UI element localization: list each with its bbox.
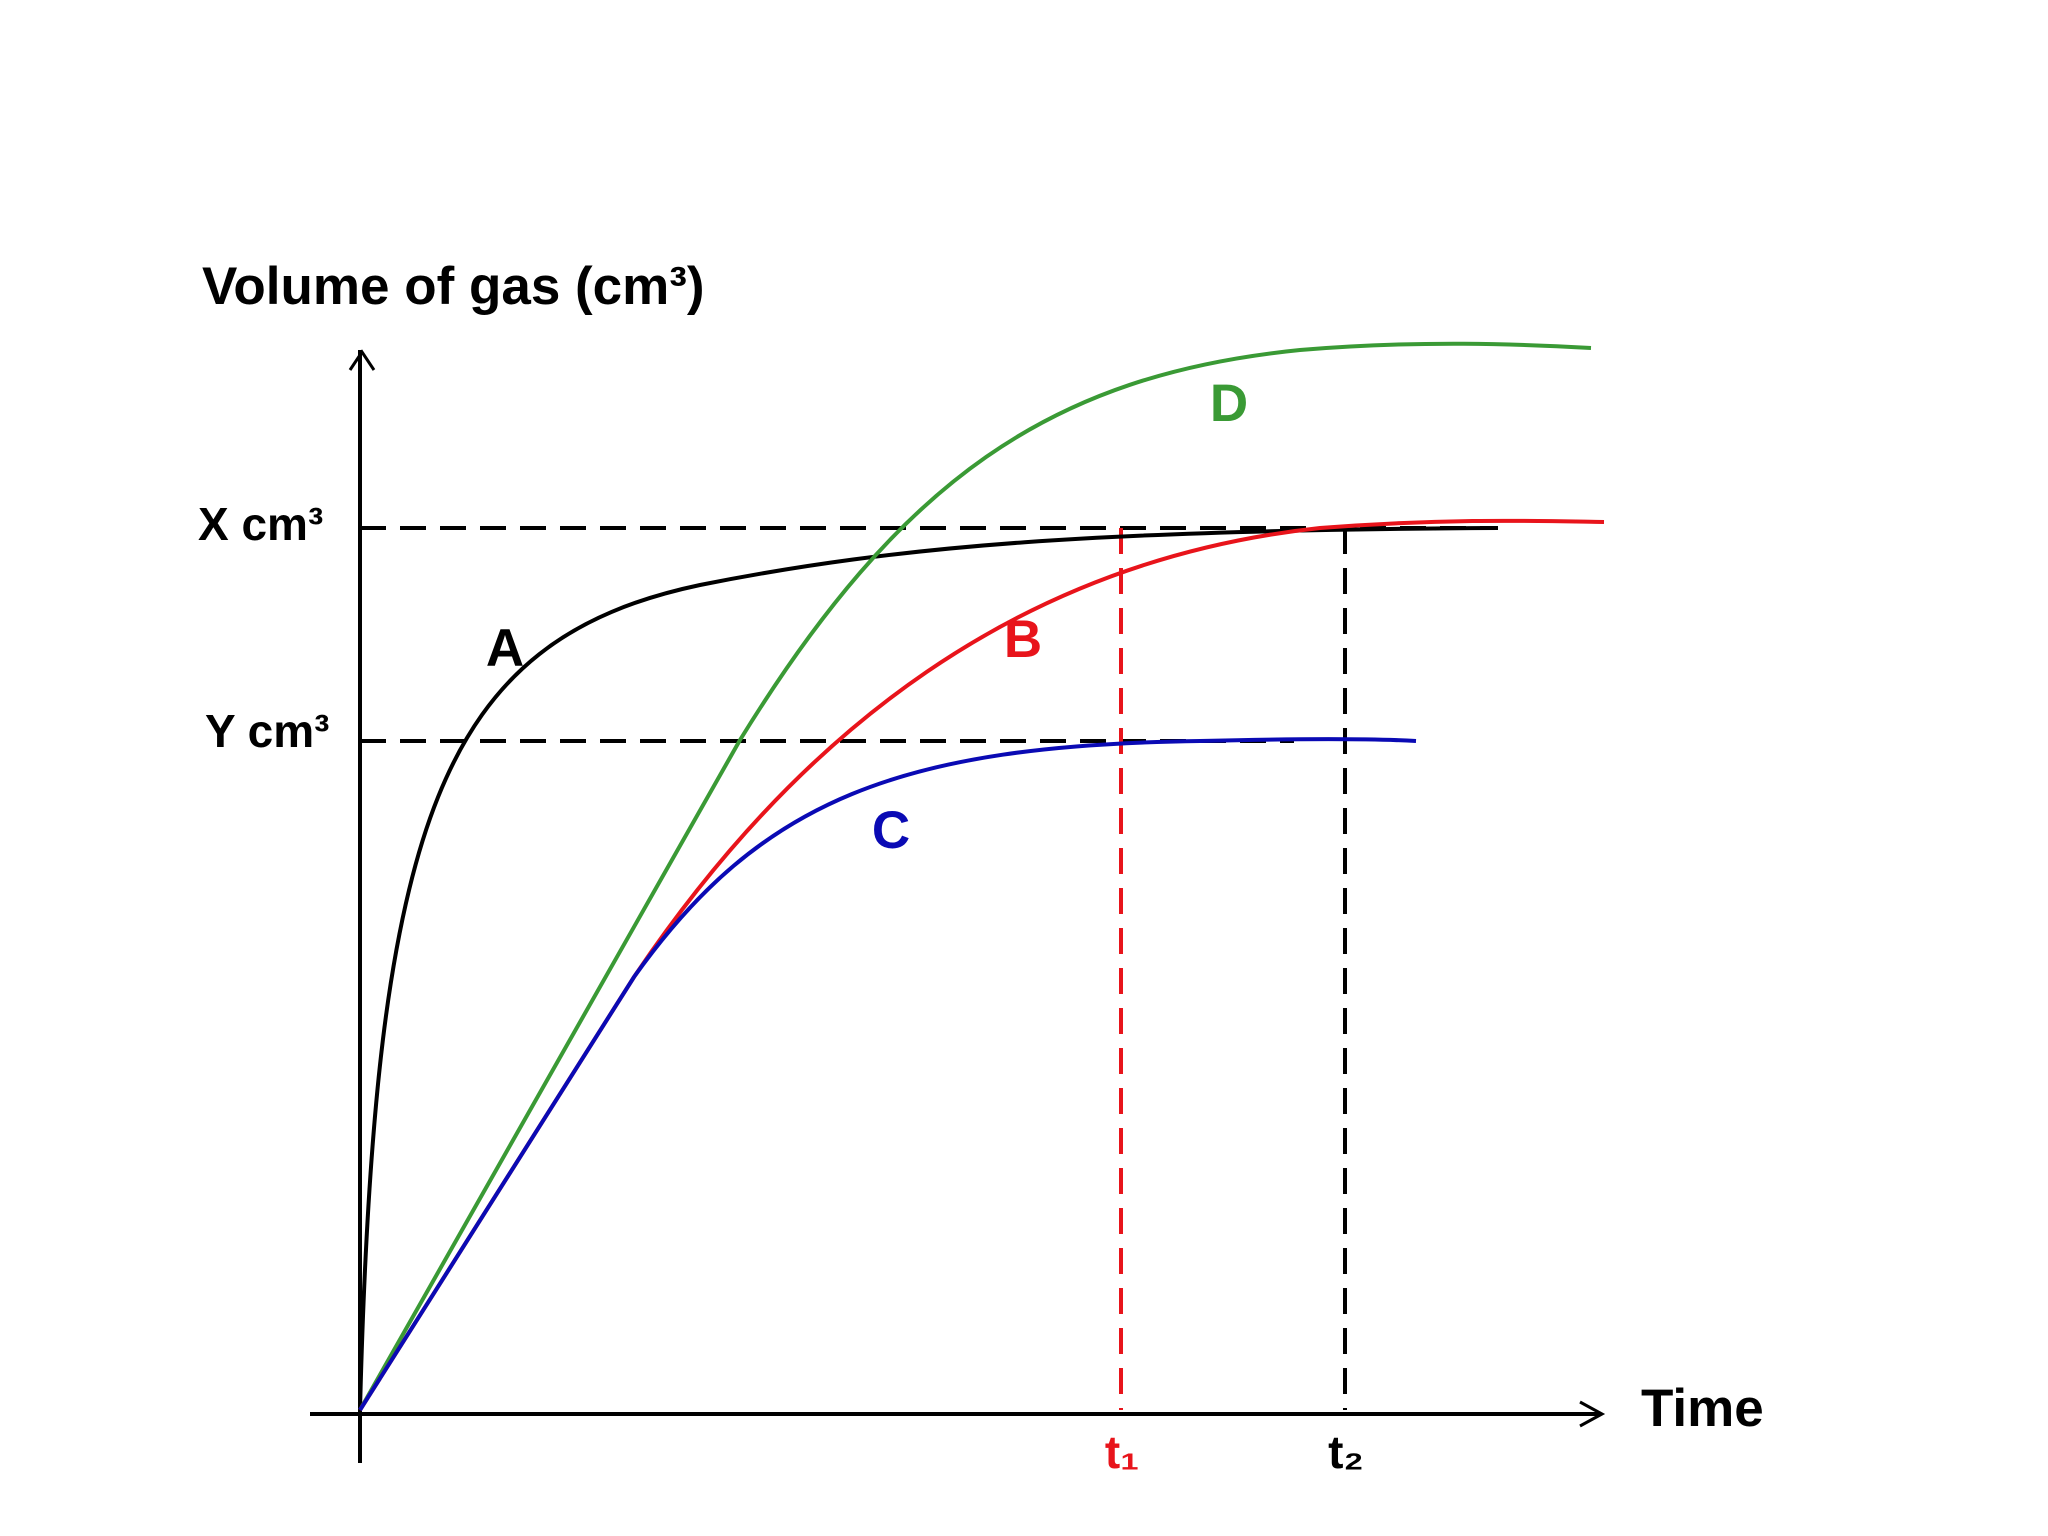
y-level-label: Y cm³ — [205, 705, 329, 757]
x-axis-label: Time — [1641, 1379, 1764, 1438]
curve-a — [358, 526, 1499, 1411]
y-axis-label: Volume of gas (cm³) — [202, 257, 705, 316]
curve-d — [358, 341, 1592, 1411]
curve-label: C — [872, 801, 910, 860]
curve-label: A — [486, 619, 524, 678]
x-axis-arrow — [1579, 1400, 1606, 1428]
curve-b — [358, 518, 1605, 1412]
x-level-label: X cm³ — [198, 498, 323, 550]
curve-c — [358, 737, 1417, 1412]
t2-label: t₂ — [1328, 1426, 1364, 1478]
y-axis-arrow — [348, 349, 376, 371]
curve-label: D — [1210, 374, 1248, 433]
curve-label: B — [1004, 610, 1042, 669]
t1-label: t₁ — [1105, 1426, 1139, 1478]
